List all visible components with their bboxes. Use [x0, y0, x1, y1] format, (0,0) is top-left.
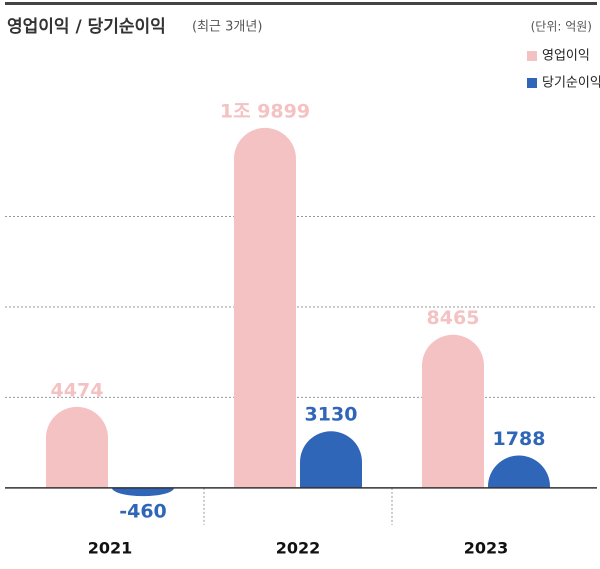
legend-label: 당기순이익: [542, 76, 600, 91]
x-tick-label: 2022: [276, 539, 321, 558]
data-label: 3130: [305, 404, 358, 426]
bar: [46, 406, 108, 488]
legend-swatch: [527, 78, 537, 88]
bar: [112, 487, 174, 497]
data-label: 4474: [51, 379, 104, 401]
unit-note: (단위: 억원): [531, 20, 592, 34]
chart-title: 영업이익 / 당기순이익: [7, 17, 166, 37]
bar: [300, 431, 362, 488]
legend-swatch: [527, 51, 537, 61]
data-label: 8465: [427, 307, 480, 329]
data-label: 1조 9899: [220, 100, 310, 122]
data-label: 1788: [493, 428, 546, 450]
top-rule: [5, 2, 597, 5]
x-tick-label: 2023: [464, 539, 509, 558]
bar: [488, 455, 550, 488]
bar: [234, 127, 296, 488]
bar: [422, 334, 484, 488]
legend-label: 영업이익: [542, 49, 590, 64]
data-label: -460: [119, 501, 167, 523]
x-tick-label: 2021: [88, 539, 133, 558]
chart-subtitle: (최근 3개년): [192, 20, 262, 35]
